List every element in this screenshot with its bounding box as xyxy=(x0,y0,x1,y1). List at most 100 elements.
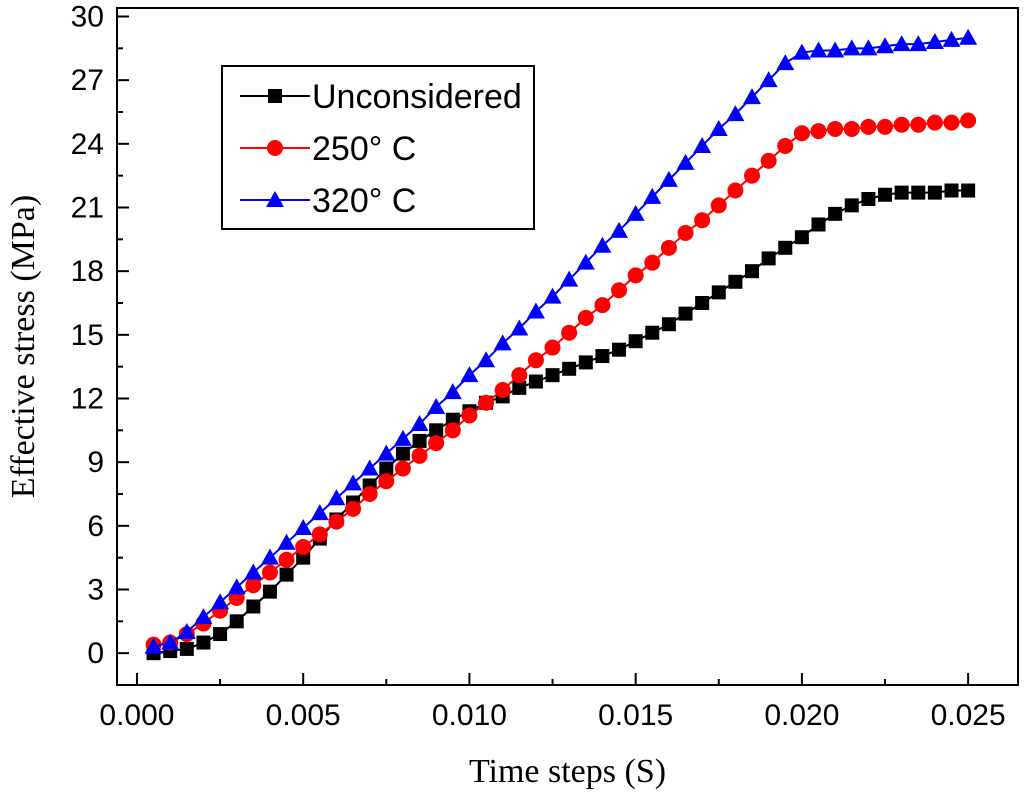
data-point xyxy=(727,182,744,199)
data-point xyxy=(360,459,379,476)
data-point xyxy=(593,236,612,253)
data-point xyxy=(678,306,693,321)
data-point xyxy=(344,474,363,491)
data-point xyxy=(245,577,262,594)
data-point xyxy=(927,185,942,200)
data-point xyxy=(828,206,843,221)
data-point xyxy=(710,197,727,214)
data-point xyxy=(196,635,211,650)
data-point xyxy=(611,282,628,299)
data-point xyxy=(776,54,795,71)
data-point xyxy=(511,367,528,384)
y-axis-title: Effective stress (MPa) xyxy=(5,195,42,498)
y-tick-label: 15 xyxy=(71,319,104,352)
data-point xyxy=(612,342,627,357)
data-point xyxy=(460,366,479,383)
data-point xyxy=(660,239,677,256)
data-point xyxy=(295,539,312,556)
data-point xyxy=(227,578,246,595)
data-point xyxy=(761,251,776,266)
data-point xyxy=(377,444,396,461)
data-point xyxy=(246,599,261,614)
data-point xyxy=(726,105,745,122)
y-tick-label: 0 xyxy=(87,637,104,670)
data-point xyxy=(213,627,228,642)
y-tick-label: 3 xyxy=(87,573,104,606)
data-point xyxy=(876,37,895,54)
data-point xyxy=(411,447,428,464)
data-point xyxy=(262,584,277,599)
data-point xyxy=(560,270,579,287)
series-circle-1 xyxy=(145,112,977,653)
data-point xyxy=(410,414,429,431)
y-tick-label: 12 xyxy=(71,382,104,415)
data-point xyxy=(942,30,961,47)
data-point xyxy=(493,334,512,351)
data-point xyxy=(294,518,313,535)
x-axis-title: Time steps (S) xyxy=(469,753,666,790)
data-point xyxy=(526,302,545,319)
data-point xyxy=(244,563,263,580)
data-point xyxy=(778,240,793,255)
data-point xyxy=(709,119,728,136)
data-point xyxy=(444,422,461,439)
y-tick-label: 21 xyxy=(71,191,104,224)
data-point xyxy=(477,351,496,368)
data-point xyxy=(260,548,279,565)
data-point xyxy=(594,297,611,314)
data-point xyxy=(944,183,959,198)
y-tick-label: 27 xyxy=(71,64,104,97)
data-point xyxy=(711,285,726,300)
data-point xyxy=(261,564,278,581)
data-point xyxy=(793,125,810,142)
data-point xyxy=(393,429,412,446)
data-point xyxy=(827,120,844,137)
data-point xyxy=(877,118,894,135)
data-point xyxy=(229,614,244,629)
data-point xyxy=(694,212,711,229)
legend-label: 250° C xyxy=(312,130,416,168)
data-point xyxy=(194,608,213,625)
data-point xyxy=(576,253,595,270)
data-point xyxy=(595,349,610,364)
data-point xyxy=(943,114,960,131)
data-point xyxy=(744,167,761,184)
data-point xyxy=(277,533,296,550)
data-point xyxy=(645,325,660,340)
data-point xyxy=(311,526,328,543)
data-point xyxy=(610,221,629,238)
data-point xyxy=(378,473,395,490)
data-point xyxy=(628,334,643,349)
data-point xyxy=(562,361,577,376)
data-point xyxy=(528,374,543,389)
data-point xyxy=(810,123,827,140)
legend: Unconsidered 250° C 320° C xyxy=(221,65,535,230)
data-point xyxy=(878,187,893,202)
data-point xyxy=(578,355,593,370)
data-point xyxy=(861,192,876,207)
data-point xyxy=(179,641,194,656)
data-point xyxy=(910,116,927,133)
x-tick-label: 0.000 xyxy=(99,699,174,732)
data-point xyxy=(677,224,694,241)
y-tick-label: 9 xyxy=(87,446,104,479)
data-point xyxy=(643,187,662,204)
data-point xyxy=(909,35,928,52)
axes: 0.000 0.005 0.010 0.015 0.020 0.025 0 3 6 9 12 15 18… xyxy=(5,0,1019,790)
x-tick-label: 0.025 xyxy=(931,699,1006,732)
data-point xyxy=(310,504,329,521)
data-point xyxy=(760,152,777,169)
legend-label: 320° C xyxy=(312,182,416,220)
data-point xyxy=(759,71,778,88)
data-point xyxy=(627,267,644,284)
legend-circle-icon xyxy=(267,140,283,156)
data-point xyxy=(211,593,230,610)
data-point xyxy=(412,433,427,448)
data-point xyxy=(745,264,760,279)
data-point xyxy=(695,295,710,310)
data-point xyxy=(144,637,163,654)
data-point xyxy=(510,319,529,336)
data-point xyxy=(792,43,811,60)
data-point xyxy=(443,383,462,400)
